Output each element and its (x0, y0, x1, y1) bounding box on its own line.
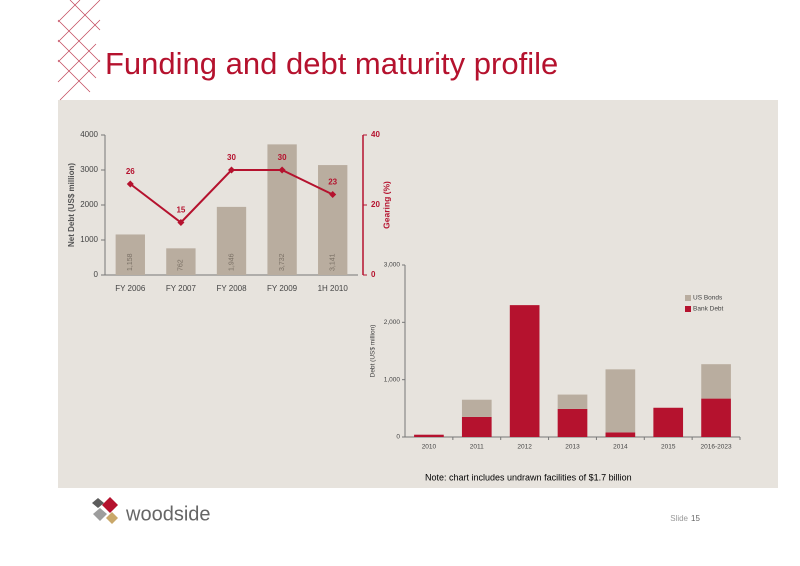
y-tick-label: 1000 (80, 235, 98, 244)
y-tick-label: 2000 (80, 200, 98, 209)
legend-swatch (685, 295, 691, 301)
x-tick-label: FY 2009 (267, 284, 298, 293)
bar (318, 165, 348, 275)
bar-value-label: 762 (178, 259, 185, 271)
logo-text: woodside (125, 503, 211, 525)
y2-tick-label: 0 (371, 270, 376, 279)
legend-label: Bank Debt (693, 306, 724, 313)
slide-number: 15 (691, 514, 700, 523)
line-value-label: 30 (278, 153, 287, 162)
corner-pattern (57, 0, 101, 101)
bar-segment (701, 398, 731, 437)
bar-segment (461, 399, 492, 417)
x-tick-label: FY 2008 (216, 284, 247, 293)
x-tick-label: 2016-2023 (701, 444, 732, 451)
line-marker (126, 180, 134, 188)
y-axis-label: Net Debt (US$ million) (67, 163, 76, 247)
x-tick-label: 2015 (661, 444, 676, 451)
y-axis-label: Debt (US$ million) (370, 325, 377, 378)
bar (166, 248, 196, 275)
line-marker (278, 166, 286, 174)
bar (267, 144, 297, 275)
y-tick-label: 2,000 (384, 319, 401, 326)
y-tick-label: 1,000 (384, 376, 401, 383)
line-marker (177, 219, 185, 226)
legend-swatch (685, 306, 691, 312)
bar-value-label: 3,141 (330, 253, 337, 271)
x-tick-label: 2012 (517, 444, 532, 451)
line-value-label: 23 (328, 178, 337, 187)
y-tick-label: 4000 (80, 130, 98, 139)
bar-segment (605, 369, 636, 433)
line-marker (329, 191, 337, 198)
y2-axis-label: Gearing (%) (381, 181, 391, 229)
line-value-label: 15 (176, 206, 185, 215)
y-tick-label: 0 (94, 270, 99, 279)
x-tick-label: 2014 (613, 444, 628, 451)
bar-value-label: 1,946 (228, 253, 235, 271)
x-tick-label: 1H 2010 (318, 284, 349, 293)
line-value-label: 30 (227, 153, 236, 162)
y-tick-label: 3000 (80, 165, 98, 174)
x-tick-label: FY 2007 (166, 284, 197, 293)
x-tick-label: FY 2006 (115, 284, 146, 293)
x-tick-label: 2013 (565, 444, 580, 451)
y2-tick-label: 20 (371, 200, 380, 209)
x-tick-label: 2011 (470, 444, 484, 451)
bar-segment (461, 416, 492, 437)
slide-title: Funding and debt maturity profile (105, 46, 558, 81)
bar-segment (557, 408, 588, 437)
y-tick-label: 0 (396, 434, 400, 441)
bar-segment (605, 432, 636, 437)
y2-tick-label: 40 (371, 130, 380, 139)
bar-segment (414, 434, 444, 437)
company-logo: woodside (92, 497, 211, 525)
bar-segment (509, 305, 540, 437)
y-tick-label: 3,000 (384, 262, 401, 269)
bar-segment (557, 394, 588, 409)
bar-value-label: 3,732 (279, 253, 286, 271)
chart-note: Note: chart includes undrawn facilities … (425, 472, 632, 482)
line-value-label: 26 (126, 167, 135, 176)
slide-label: Slide (670, 514, 688, 523)
bar-value-label: 1,158 (127, 253, 134, 271)
line-marker (228, 166, 235, 174)
x-tick-label: 2010 (422, 444, 437, 451)
bar-segment (701, 364, 731, 399)
bar-segment (653, 407, 684, 437)
bar (216, 206, 247, 275)
legend-label: US Bonds (693, 295, 723, 302)
bar (115, 234, 145, 275)
